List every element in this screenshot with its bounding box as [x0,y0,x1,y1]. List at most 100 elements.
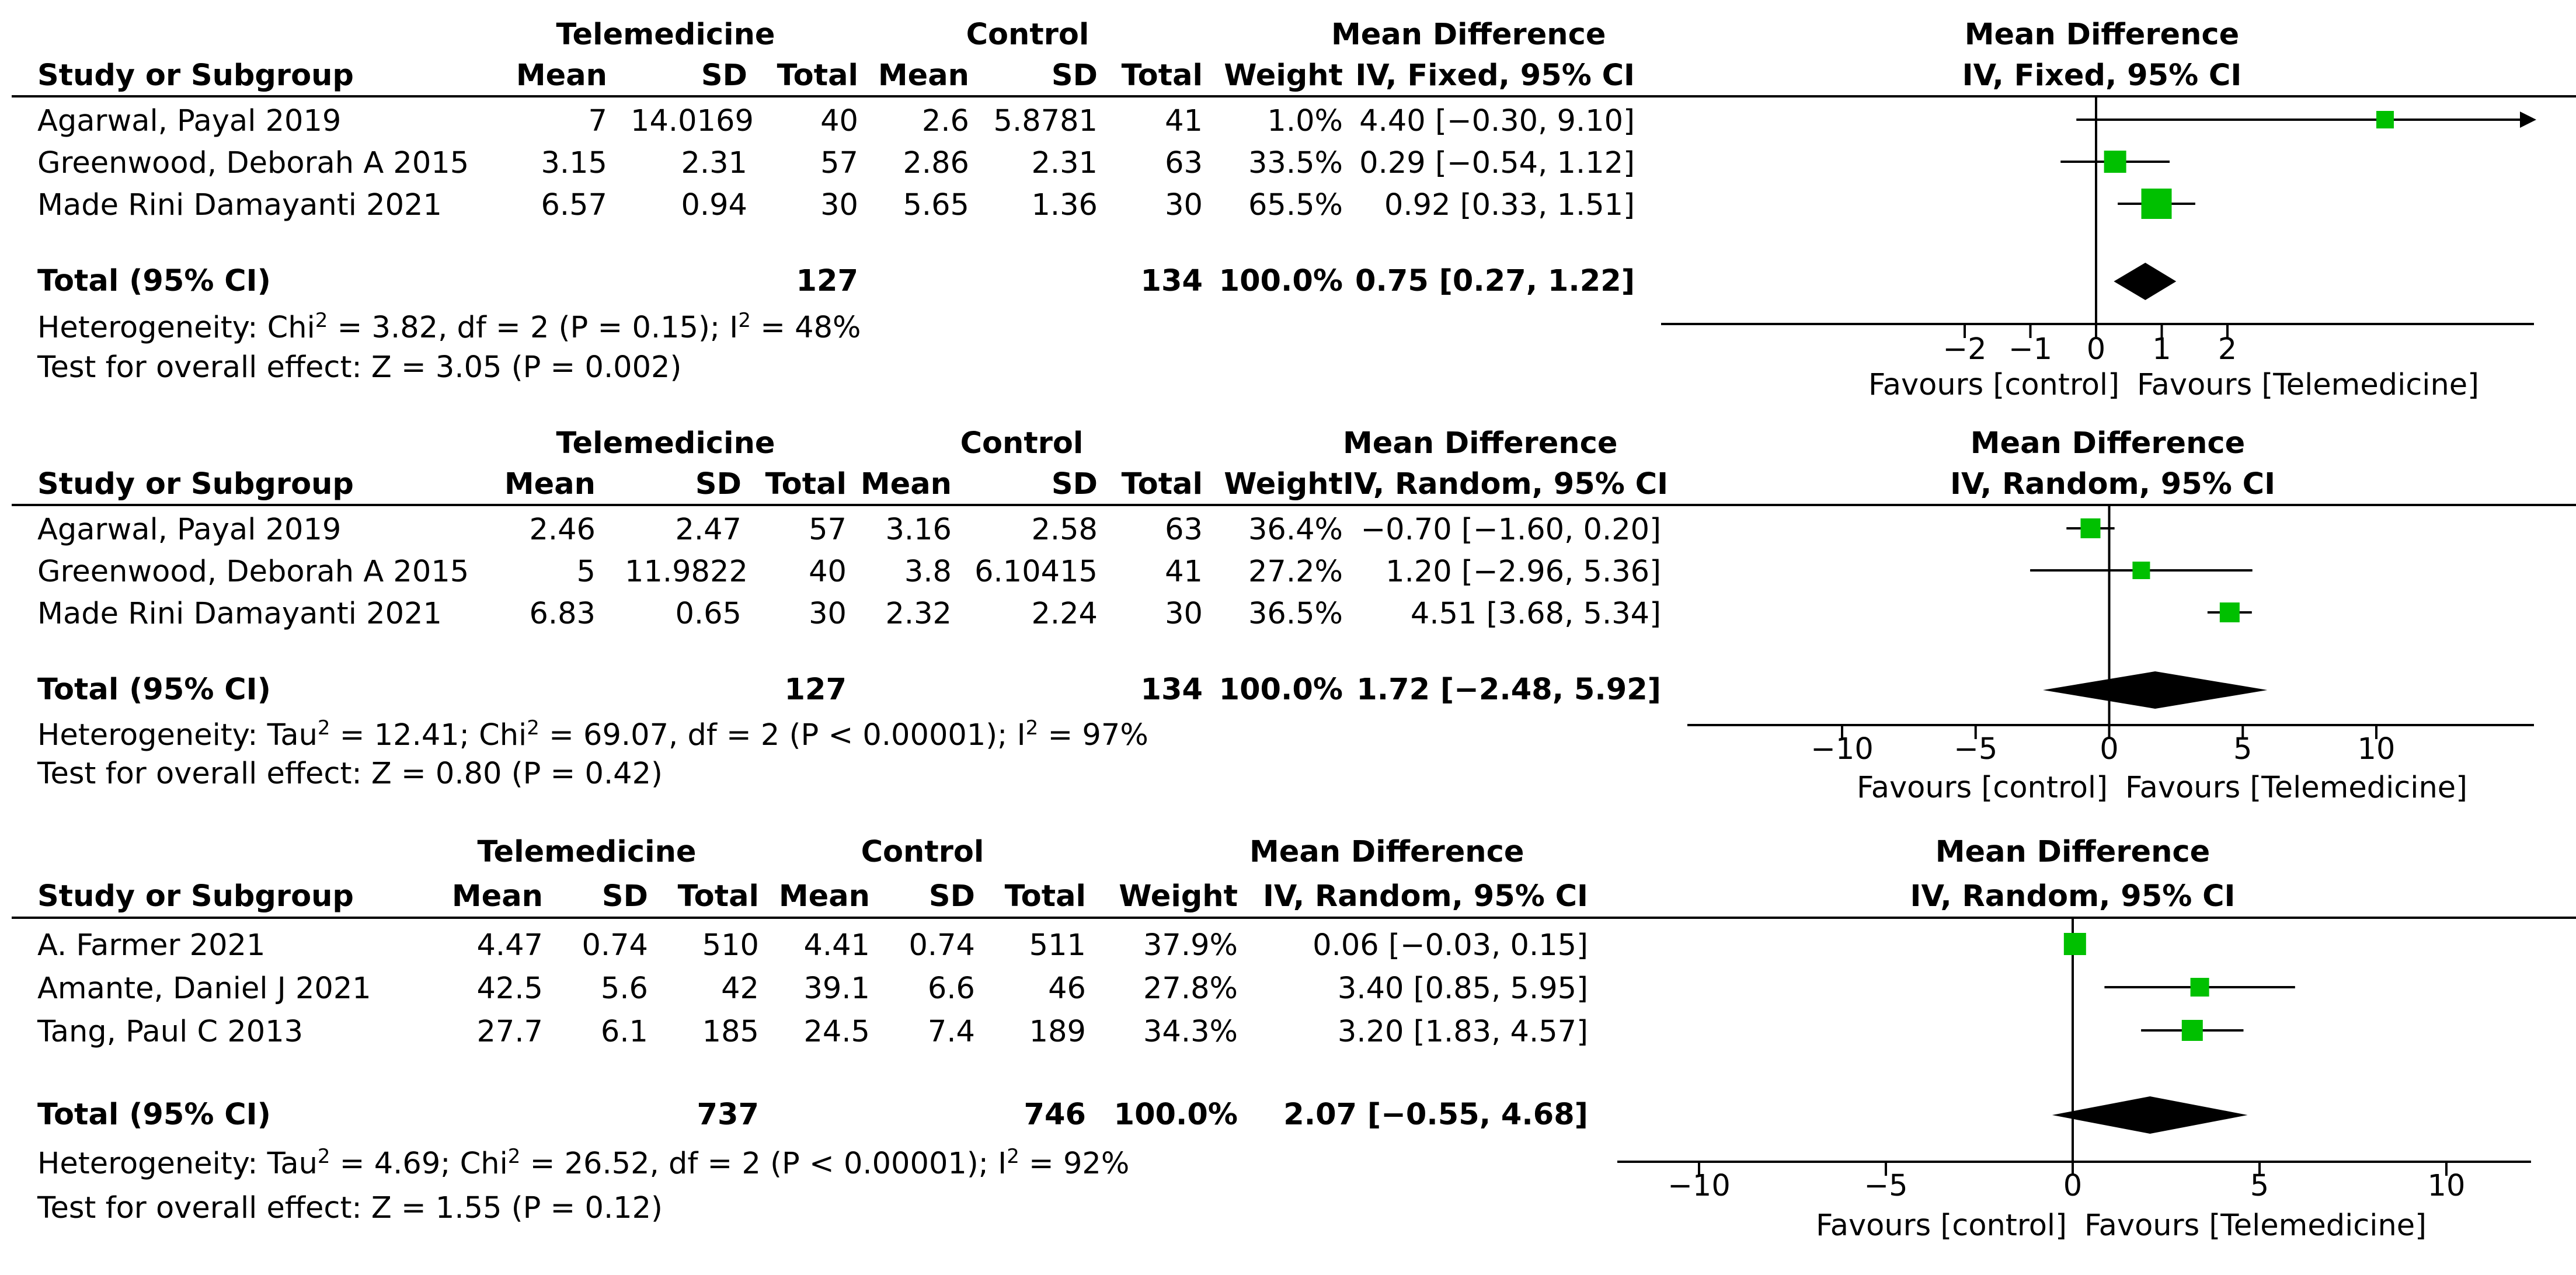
favours-left: Favours [control] [1857,771,2108,805]
weight-value: 65.5% [1248,188,1343,222]
study-name: Tang, Paul C 2013 [37,1015,304,1049]
ci-value: 4.40 [−0.30, 9.10] [1359,104,1635,138]
mean1-value: 27.7 [476,1015,543,1049]
total2-sum: 746 [1024,1098,1086,1132]
md-header: Mean Difference [1331,18,1606,52]
mean2-value: 3.8 [904,555,952,589]
plot-method: IV, Fixed, 95% CI [1962,58,2242,93]
heterogeneity-text: Heterogeneity: Tau2 = 12.41; Chi2 = 69.0… [37,716,1148,753]
mean2-value: 2.6 [921,104,969,138]
sd2-value: 1.36 [1031,188,1098,222]
study-column-header: Study or Subgroup [37,58,354,93]
ci-value: 4.51 [3.68, 5.34] [1410,597,1661,631]
study-name: Amante, Daniel J 2021 [37,971,371,1006]
header-rule-plot [1658,95,2576,97]
x-tick-label: 1 [2152,332,2171,367]
x-tick-label: −5 [1954,732,1997,767]
study-column-header: Study or Subgroup [37,879,354,914]
study-name: Made Rini Damayanti 2021 [37,188,442,222]
sd1-header: SD [701,58,747,93]
total-ci: 2.07 [−0.55, 4.68] [1283,1098,1588,1132]
weight-value: 34.3% [1143,1015,1238,1049]
total1-value: 57 [809,513,847,547]
total1-value: 42 [721,971,759,1006]
effect-square [2104,151,2126,173]
mean2-header: Mean [778,879,870,914]
total1-value: 40 [820,104,858,138]
total-label: Total (95% CI) [37,264,271,298]
effect-square [2190,978,2209,997]
weight-value: 27.2% [1248,555,1343,589]
sd1-value: 0.65 [675,597,742,631]
mean1-value: 6.83 [529,597,596,631]
forest-plot-svg: −10 −5 0 5 10 [1687,504,2534,767]
mean2-value: 3.16 [885,513,952,547]
group2-header: Control [966,18,1089,52]
total2-value: 63 [1165,146,1203,180]
mean2-header: Mean [860,467,952,501]
heterogeneity-text: Heterogeneity: Tau2 = 4.69; Chi2 = 26.52… [37,1145,1130,1181]
weight-value: 36.5% [1248,597,1343,631]
plot-method: IV, Random, 95% CI [1950,467,2276,501]
mean1-value: 2.46 [529,513,596,547]
total2-sum: 134 [1140,264,1203,298]
sd2-value: 7.4 [927,1015,975,1049]
plot-title: Mean Difference [1970,426,2246,461]
x-tick-label: 0 [2087,332,2105,367]
effect-square [2141,189,2172,219]
effect-square [2181,1020,2203,1041]
overall-effect-text: Test for overall effect: Z = 3.05 (P = 0… [37,350,682,385]
total1-value: 57 [820,146,858,180]
sd2-value: 6.6 [927,971,975,1006]
favours-left: Favours [control] [1816,1208,2067,1243]
total-weight: 100.0% [1219,264,1343,298]
sd2-value: 0.74 [908,928,975,963]
plot-title: Mean Difference [1964,18,2240,52]
group1-header: Telemedicine [477,835,697,869]
study-name: Agarwal, Payal 2019 [37,513,342,547]
weight-value: 1.0% [1267,104,1343,138]
study-name: Greenwood, Deborah A 2015 [37,146,469,180]
sd1-value: 14.0169 [631,104,754,138]
heterogeneity-text: Heterogeneity: Chi2 = 3.82, df = 2 (P = … [37,309,861,345]
total2-header: Total [1121,467,1203,501]
total2-value: 63 [1165,513,1203,547]
sd2-header: SD [1051,467,1098,501]
sd2-value: 5.8781 [993,104,1098,138]
mean1-value: 3.15 [541,146,607,180]
study-name: A. Farmer 2021 [37,928,266,963]
study-column-header: Study or Subgroup [37,467,354,501]
md-header: Mean Difference [1249,835,1524,869]
total2-value: 189 [1029,1015,1086,1049]
effect-square [2132,562,2150,579]
total2-value: 30 [1165,188,1203,222]
mean2-value: 2.86 [903,146,969,180]
ci-value: 0.92 [0.33, 1.51] [1384,188,1635,222]
mean1-value: 6.57 [541,188,607,222]
mean1-value: 5 [576,555,596,589]
favours-right: Favours [Telemedicine] [2084,1208,2427,1243]
total-ci: 0.75 [0.27, 1.22] [1355,264,1635,298]
effect-square [2063,933,2086,955]
sd1-header: SD [601,879,648,914]
weight-value: 37.9% [1143,928,1238,963]
total1-sum: 127 [784,673,847,707]
forest-plot-svg: −2 −1 0 1 2 [1661,95,2536,367]
sd1-value: 0.74 [582,928,648,963]
total-weight: 100.0% [1113,1098,1238,1132]
total1-sum: 127 [796,264,858,298]
weight-value: 36.4% [1248,513,1343,547]
total1-header: Total [765,467,847,501]
effect-square [2219,602,2240,622]
total2-value: 46 [1048,971,1086,1006]
sd2-header: SD [1051,58,1098,93]
group1-header: Telemedicine [556,426,775,461]
weight-header: Weight [1224,58,1343,93]
total1-header: Total [677,879,759,914]
sd1-value: 0.94 [681,188,747,222]
mean2-value: 4.41 [803,928,870,963]
ci-value: 0.06 [−0.03, 0.15] [1313,928,1588,963]
sd2-value: 2.24 [1031,597,1098,631]
total1-value: 510 [702,928,759,963]
total2-header: Total [1004,879,1086,914]
